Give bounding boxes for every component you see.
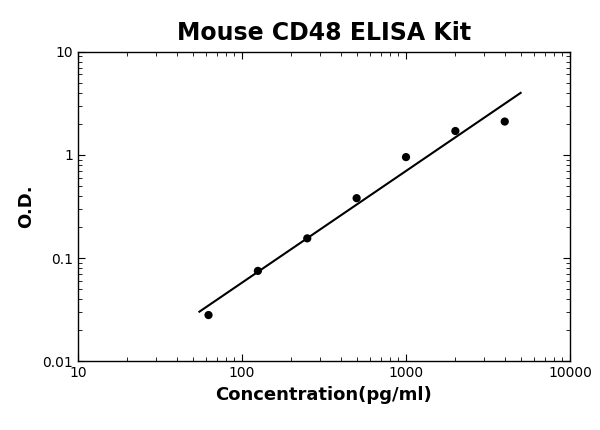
Point	[302, 235, 312, 242]
Title: Mouse CD48 ELISA Kit: Mouse CD48 ELISA Kit	[177, 22, 471, 46]
Point	[352, 195, 361, 202]
Point	[253, 267, 263, 274]
Point	[204, 312, 214, 319]
Y-axis label: O.D.: O.D.	[17, 184, 35, 228]
Point	[401, 154, 411, 160]
X-axis label: Concentration(pg/ml): Concentration(pg/ml)	[215, 386, 433, 404]
Point	[500, 118, 509, 125]
Point	[451, 128, 460, 135]
